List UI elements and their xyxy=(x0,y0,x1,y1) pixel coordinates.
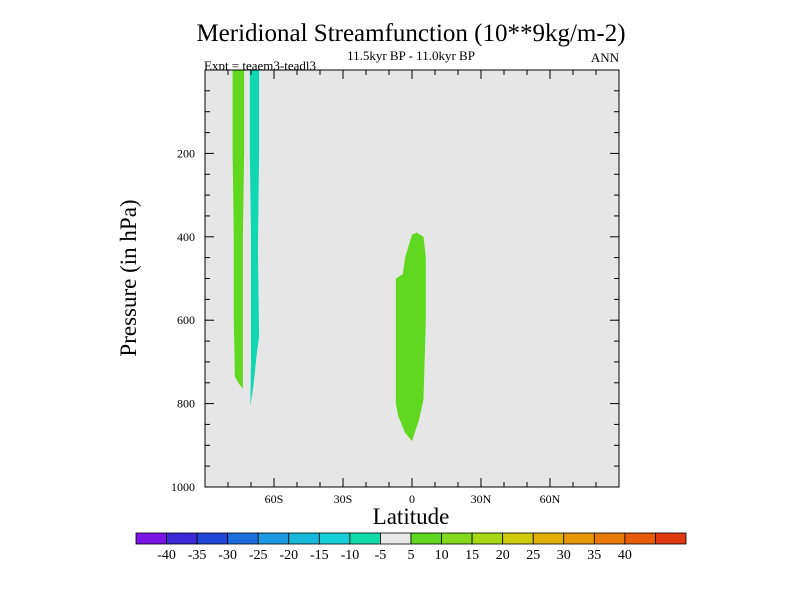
colorbar-swatch xyxy=(227,532,259,545)
x-axis-label: Latitude xyxy=(373,504,450,529)
contour-regions xyxy=(232,70,426,442)
x-tick-label: 60N xyxy=(540,492,561,506)
y-tick-label: 800 xyxy=(177,397,195,411)
axis-ticks xyxy=(205,70,619,487)
colorbar-swatch xyxy=(471,532,504,545)
colorbar-labels: -40 -35 -30 -25 -20 -15 -10 -5 5 10 15 20 25 30 35 40 xyxy=(157,548,632,563)
colorbar-label: 35 xyxy=(587,548,601,563)
plot-frame xyxy=(204,69,620,488)
x-tick-label: 0 xyxy=(409,492,415,506)
colorbar-swatch xyxy=(532,532,565,545)
positive-band-high-lat-south xyxy=(232,70,245,389)
colorbar xyxy=(135,532,687,545)
colorbar-label: 5 xyxy=(408,548,415,563)
x-tick-label: 60S xyxy=(265,492,284,506)
colorbar-label: 20 xyxy=(496,548,510,563)
colorbar-label: -35 xyxy=(188,548,207,563)
y-tick-label: 200 xyxy=(177,146,195,160)
colorbar-label: -30 xyxy=(218,548,237,563)
colorbar-swatch xyxy=(655,532,687,545)
x-tick-label: 30S xyxy=(334,492,353,506)
colorbar-label: -20 xyxy=(279,548,298,563)
colorbar-label: 30 xyxy=(557,548,571,563)
colorbar-swatch xyxy=(166,532,198,545)
colorbar-swatch xyxy=(593,532,626,545)
negative-band-high-lat-south xyxy=(249,70,260,406)
season-label: ANN xyxy=(591,50,620,65)
colorbar-label: -10 xyxy=(341,548,360,563)
positive-cell-equator xyxy=(395,232,426,442)
colorbar-label: -5 xyxy=(375,548,387,563)
colorbar-label: 40 xyxy=(618,548,632,563)
colorbar-label: -15 xyxy=(310,548,329,563)
y-tick-labels: 200 400 600 800 1000 xyxy=(171,146,195,494)
colorbar-swatch xyxy=(502,532,534,545)
colorbar-swatch xyxy=(380,532,412,545)
colorbar-label: -40 xyxy=(157,548,176,563)
colorbar-label: -25 xyxy=(249,548,268,563)
chart-title: Meridional Streamfunction (10**9kg/m-2) xyxy=(196,20,625,47)
y-axis-label: Pressure (in hPa) xyxy=(116,199,141,356)
y-tick-label: 600 xyxy=(177,313,195,327)
colorbar-swatch xyxy=(257,532,290,545)
colorbar-swatch xyxy=(318,532,351,545)
y-tick-label: 400 xyxy=(177,230,195,244)
experiment-label: Expt = teaem3-teadl3 xyxy=(204,58,316,73)
x-tick-labels: 60S 30S 0 30N 60N xyxy=(265,492,561,506)
colorbar-label: 25 xyxy=(526,548,540,563)
colorbar-swatch xyxy=(196,532,229,545)
chart-subtitle: 11.5kyr BP - 11.0kyr BP xyxy=(347,48,475,63)
colorbar-swatch xyxy=(349,532,381,545)
colorbar-swatch xyxy=(135,532,167,545)
colorbar-label: 10 xyxy=(435,548,449,563)
y-tick-label: 1000 xyxy=(171,480,195,494)
colorbar-swatch xyxy=(410,532,442,545)
colorbar-label: 15 xyxy=(465,548,479,563)
colorbar-swatch xyxy=(441,532,473,545)
colorbar-swatch xyxy=(563,532,595,545)
x-tick-label: 30N xyxy=(471,492,492,506)
colorbar-swatch xyxy=(624,532,656,545)
colorbar-swatch xyxy=(288,532,320,545)
